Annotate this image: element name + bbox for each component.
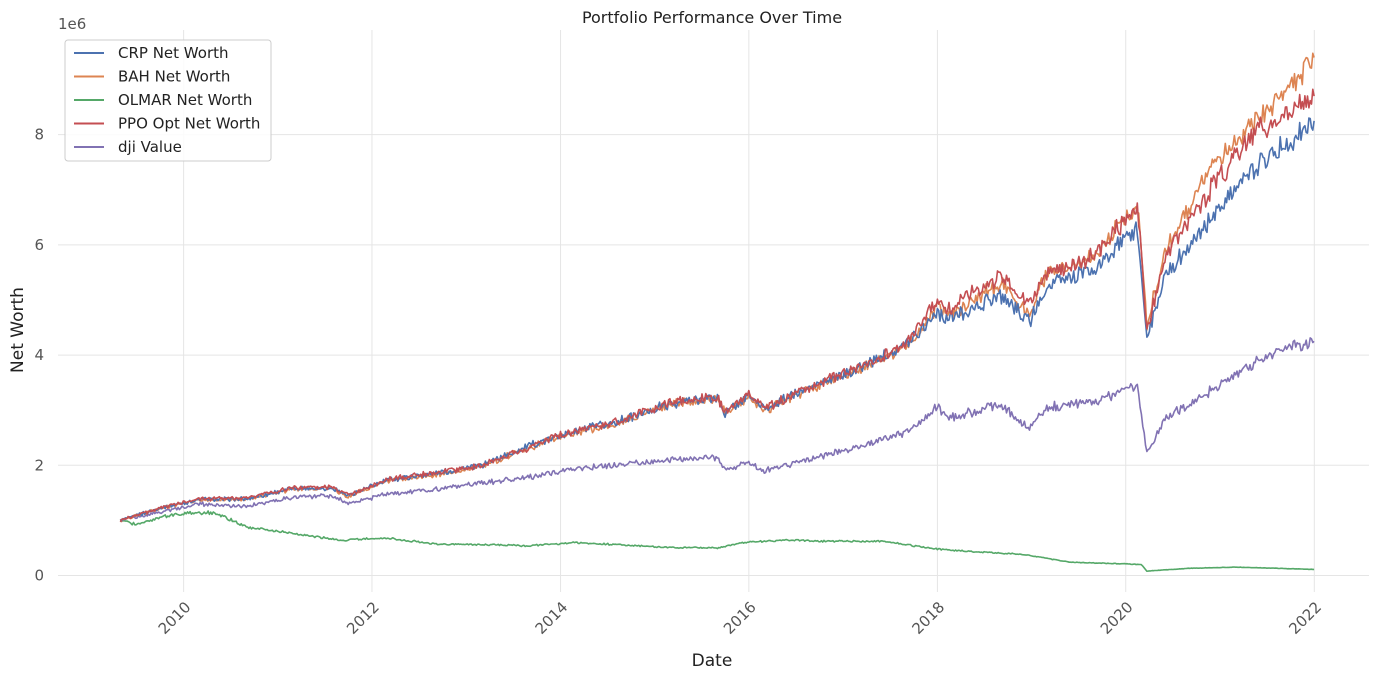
legend-label: OLMAR Net Worth bbox=[118, 91, 252, 109]
y-tick-label: 2 bbox=[34, 456, 44, 474]
x-axis-ticks: 2010 2012 2014 2016 2018 2020 2022 bbox=[155, 598, 1325, 638]
series-line-crp-net-worth bbox=[119, 117, 1315, 522]
y-offset-label: 1e6 bbox=[58, 15, 86, 33]
chart-title: Portfolio Performance Over Time bbox=[582, 8, 842, 27]
series-line-olmar-net-worth bbox=[119, 510, 1315, 573]
x-tick-label: 2022 bbox=[1285, 598, 1325, 638]
y-axis-ticks: 0 2 4 6 8 bbox=[34, 126, 44, 585]
legend-label: CRP Net Worth bbox=[118, 44, 229, 62]
legend-label: dji Value bbox=[118, 138, 182, 156]
y-tick-label: 4 bbox=[34, 346, 44, 364]
legend-label: PPO Opt Net Worth bbox=[118, 115, 260, 133]
y-tick-label: 8 bbox=[34, 126, 44, 144]
x-axis-title: Date bbox=[692, 651, 733, 671]
legend-label: BAH Net Worth bbox=[118, 68, 230, 86]
legend: CRP Net Worth BAH Net Worth OLMAR Net Wort… bbox=[64, 39, 272, 162]
series-layer bbox=[119, 52, 1315, 573]
series-line-dji-value bbox=[120, 337, 1315, 522]
y-tick-label: 0 bbox=[34, 566, 44, 584]
series-line-bah-net-worth bbox=[119, 52, 1315, 523]
x-tick-label: 2010 bbox=[155, 598, 195, 638]
x-tick-label: 2012 bbox=[343, 598, 383, 638]
x-tick-label: 2018 bbox=[909, 598, 949, 638]
legend-box bbox=[64, 39, 272, 162]
x-tick-label: 2016 bbox=[720, 598, 760, 638]
x-tick-label: 2014 bbox=[532, 598, 572, 638]
series-line-ppo-opt-net-worth bbox=[119, 88, 1315, 523]
y-axis-title: Net Worth bbox=[8, 287, 28, 373]
y-tick-label: 6 bbox=[34, 236, 44, 254]
x-tick-label: 2020 bbox=[1097, 598, 1137, 638]
